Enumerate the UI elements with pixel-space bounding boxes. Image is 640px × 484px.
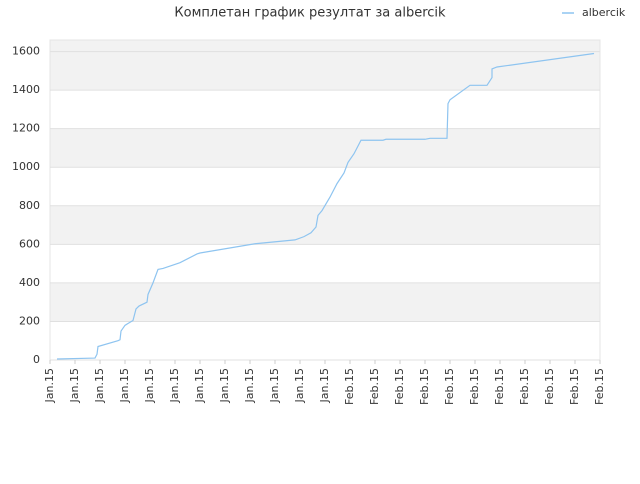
grid-band	[50, 205, 600, 245]
grid-band	[50, 321, 600, 360]
x-tick-label: Feb.15	[343, 368, 356, 405]
x-tick-label: Jan.15	[118, 368, 131, 403]
grid-band	[50, 40, 600, 52]
x-tick-label: Feb.15	[443, 368, 456, 405]
grid-band	[50, 128, 600, 168]
grid-band	[50, 90, 600, 129]
x-tick-label: Feb.15	[593, 368, 606, 405]
x-tick-label: Feb.15	[393, 368, 406, 405]
y-tick-label: 1000	[12, 160, 40, 173]
legend-label: albercik	[582, 6, 626, 19]
grid-band	[50, 167, 600, 206]
y-tick-label: 1400	[12, 83, 40, 96]
x-tick-label: Jan.15	[293, 368, 306, 403]
data-line	[56, 52, 595, 360]
x-tick-label: Jan.15	[43, 368, 56, 403]
x-tick-label: Jan.15	[93, 368, 106, 403]
y-tick-label: 800	[19, 199, 40, 212]
x-tick-label: Feb.15	[543, 368, 556, 405]
x-tick-label: Jan.15	[243, 368, 256, 403]
x-tick-label: Jan.15	[218, 368, 231, 403]
x-tick-label: Feb.15	[418, 368, 431, 405]
x-tick-label: Feb.15	[568, 368, 581, 405]
y-tick-label: 200	[19, 314, 40, 327]
x-tick-label: Jan.15	[193, 368, 206, 403]
x-tick-label: Jan.15	[318, 368, 331, 403]
y-tick-label: 1200	[12, 122, 40, 135]
y-tick-label: 600	[19, 237, 40, 250]
x-tick-label: Jan.15	[68, 368, 81, 403]
x-tick-label: Jan.15	[168, 368, 181, 403]
x-tick-label: Feb.15	[468, 368, 481, 405]
x-tick-label: Jan.15	[268, 368, 281, 403]
grid-band	[50, 51, 600, 91]
grid-band	[50, 282, 600, 322]
y-tick-label: 400	[19, 276, 40, 289]
x-tick-label: Jan.15	[143, 368, 156, 403]
y-tick-label: 0	[33, 353, 40, 366]
x-tick-label: Feb.15	[518, 368, 531, 405]
y-tick-label: 1600	[12, 45, 40, 58]
x-tick-label: Feb.15	[368, 368, 381, 405]
chart-title: Комплетан график резултат за albercik	[174, 6, 446, 21]
x-tick-label: Feb.15	[493, 368, 506, 405]
grid-band	[50, 244, 600, 283]
